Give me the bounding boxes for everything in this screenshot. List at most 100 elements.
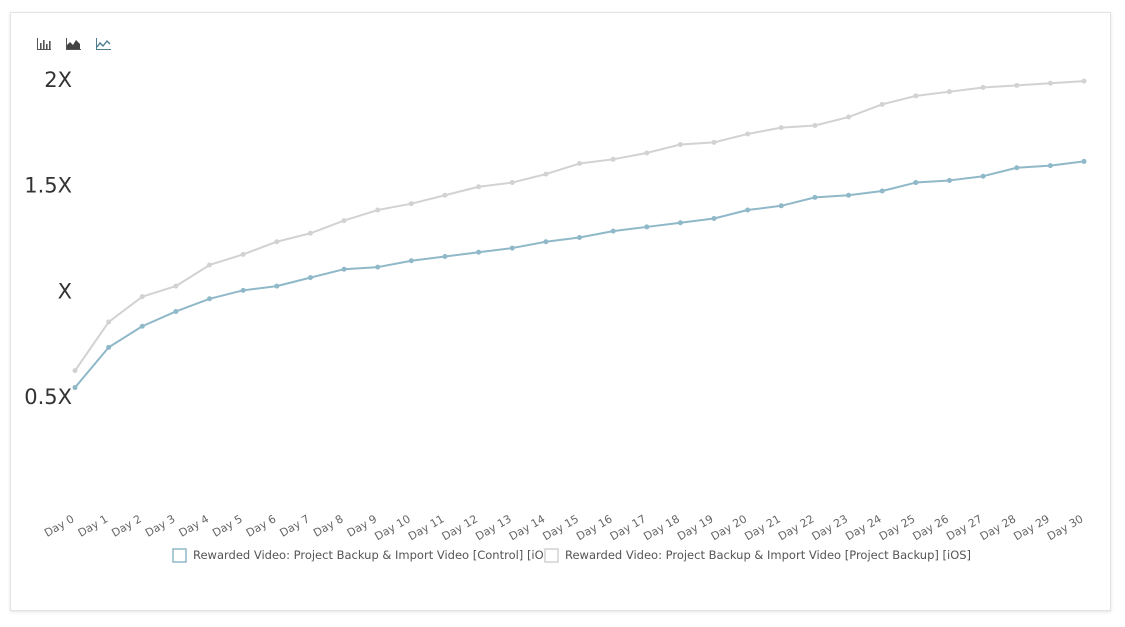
data-point[interactable] bbox=[72, 368, 78, 374]
x-tick-label: Day 22 bbox=[776, 512, 816, 543]
data-point[interactable] bbox=[207, 262, 213, 268]
x-tick-label: Day 8 bbox=[311, 512, 345, 539]
data-point[interactable] bbox=[1081, 158, 1087, 164]
legend-label: Rewarded Video: Project Backup & Import … bbox=[193, 548, 555, 562]
data-point[interactable] bbox=[476, 184, 482, 190]
x-tick-label: Day 25 bbox=[877, 512, 917, 543]
chart-card bbox=[10, 12, 1111, 611]
data-point[interactable] bbox=[341, 218, 347, 224]
data-point[interactable] bbox=[644, 150, 650, 156]
data-point[interactable] bbox=[274, 283, 280, 289]
data-point[interactable] bbox=[442, 254, 448, 260]
series-layer bbox=[72, 78, 1087, 391]
data-point[interactable] bbox=[139, 323, 145, 329]
bar-chart-icon[interactable] bbox=[37, 38, 51, 50]
data-point[interactable] bbox=[106, 344, 112, 350]
x-tick-label: Day 0 bbox=[42, 512, 76, 539]
x-tick-label: Day 17 bbox=[608, 512, 648, 543]
data-point[interactable] bbox=[778, 203, 784, 209]
data-point[interactable] bbox=[610, 228, 616, 234]
y-tick-label: X bbox=[58, 279, 72, 303]
data-point[interactable] bbox=[543, 239, 549, 245]
data-point[interactable] bbox=[274, 239, 280, 245]
data-point[interactable] bbox=[307, 230, 313, 236]
series-line[interactable] bbox=[74, 160, 1085, 389]
x-tick-label: Day 14 bbox=[507, 512, 547, 543]
data-point[interactable] bbox=[946, 177, 952, 183]
series-line[interactable] bbox=[74, 80, 1085, 372]
data-point[interactable] bbox=[543, 171, 549, 177]
data-point[interactable] bbox=[913, 180, 919, 186]
data-point[interactable] bbox=[408, 201, 414, 207]
data-point[interactable] bbox=[980, 84, 986, 90]
data-point[interactable] bbox=[307, 275, 313, 281]
data-point[interactable] bbox=[72, 385, 78, 391]
data-point[interactable] bbox=[476, 249, 482, 255]
data-point[interactable] bbox=[644, 224, 650, 230]
data-point[interactable] bbox=[677, 142, 683, 148]
data-point[interactable] bbox=[1014, 165, 1020, 171]
x-tick-label: Day 27 bbox=[944, 512, 984, 543]
data-point[interactable] bbox=[341, 266, 347, 272]
data-point[interactable] bbox=[846, 114, 852, 120]
series-1 bbox=[72, 78, 1087, 374]
data-point[interactable] bbox=[778, 125, 784, 131]
data-point[interactable] bbox=[812, 122, 818, 128]
x-tick-label: Day 2 bbox=[109, 512, 143, 539]
data-point[interactable] bbox=[240, 251, 246, 257]
data-point[interactable] bbox=[980, 173, 986, 179]
data-point[interactable] bbox=[240, 287, 246, 293]
x-tick-label: Day 5 bbox=[210, 512, 244, 539]
x-tick-label: Day 18 bbox=[641, 512, 681, 543]
data-point[interactable] bbox=[946, 89, 952, 95]
data-point[interactable] bbox=[375, 264, 381, 270]
data-point[interactable] bbox=[173, 283, 179, 289]
data-point[interactable] bbox=[139, 294, 145, 300]
data-point[interactable] bbox=[745, 131, 751, 137]
data-point[interactable] bbox=[812, 194, 818, 200]
data-point[interactable] bbox=[577, 161, 582, 167]
x-tick-label: Day 24 bbox=[843, 512, 883, 543]
x-tick-label: Day 23 bbox=[810, 512, 850, 543]
data-point[interactable] bbox=[173, 308, 179, 314]
legend-item-1[interactable]: Rewarded Video: Project Backup & Import … bbox=[544, 548, 971, 563]
line-chart-icon[interactable] bbox=[96, 38, 111, 50]
data-point[interactable] bbox=[442, 192, 448, 198]
y-tick-label: 2X bbox=[44, 68, 72, 92]
data-point[interactable] bbox=[711, 215, 717, 221]
y-tick-label: 0.5X bbox=[24, 385, 72, 409]
data-point[interactable] bbox=[106, 319, 112, 325]
data-point[interactable] bbox=[375, 207, 381, 213]
x-tick-label: Day 30 bbox=[1045, 512, 1085, 543]
data-point[interactable] bbox=[879, 188, 885, 194]
x-tick-label: Day 20 bbox=[709, 512, 749, 543]
legend-swatch bbox=[172, 548, 187, 563]
data-point[interactable] bbox=[846, 192, 852, 198]
x-tick-label: Day 19 bbox=[675, 512, 715, 543]
data-point[interactable] bbox=[1014, 82, 1020, 88]
data-point[interactable] bbox=[509, 245, 515, 251]
x-tick-label: Day 15 bbox=[541, 512, 581, 543]
x-tick-label: Day 28 bbox=[978, 512, 1018, 543]
chart-type-toolbar bbox=[37, 38, 111, 50]
data-point[interactable] bbox=[879, 101, 885, 107]
data-point[interactable] bbox=[913, 93, 919, 99]
x-tick-label: Day 21 bbox=[742, 512, 782, 543]
data-point[interactable] bbox=[610, 156, 616, 162]
data-point[interactable] bbox=[1047, 163, 1053, 169]
x-tick-label: Day 3 bbox=[143, 512, 177, 539]
data-point[interactable] bbox=[509, 180, 515, 186]
data-point[interactable] bbox=[677, 220, 683, 226]
data-point[interactable] bbox=[745, 207, 751, 213]
data-point[interactable] bbox=[1047, 80, 1053, 86]
data-point[interactable] bbox=[408, 258, 414, 264]
data-point[interactable] bbox=[207, 296, 213, 302]
legend-item-0[interactable]: Rewarded Video: Project Backup & Import … bbox=[172, 548, 555, 563]
data-point[interactable] bbox=[1081, 78, 1087, 84]
data-point[interactable] bbox=[711, 139, 717, 145]
x-tick-label: Day 10 bbox=[372, 512, 412, 543]
data-point[interactable] bbox=[577, 235, 582, 240]
area-chart-icon[interactable] bbox=[66, 38, 81, 50]
x-tick-label: Day 12 bbox=[440, 512, 480, 543]
